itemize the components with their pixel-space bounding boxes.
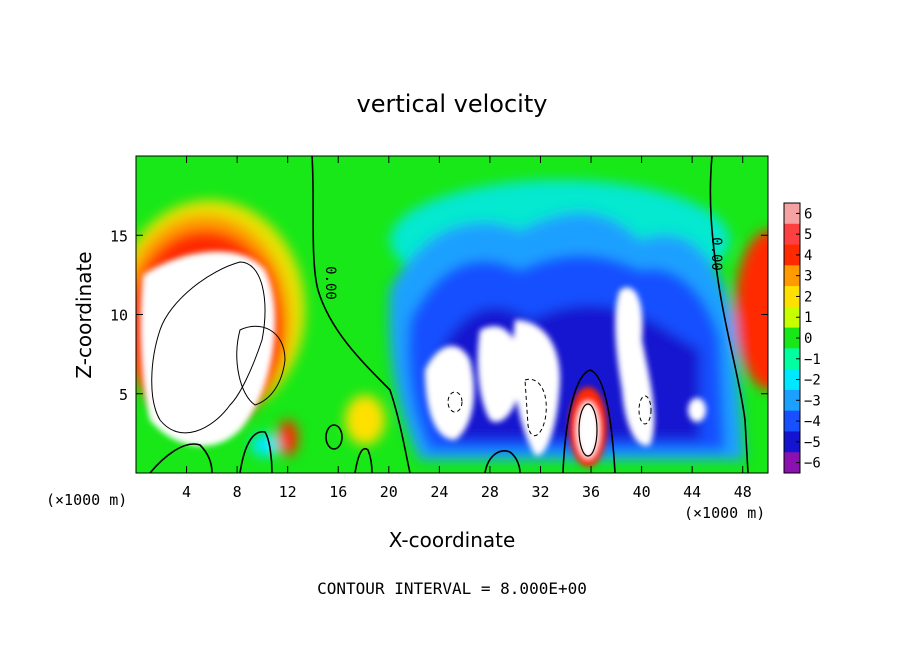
colorbar-swatch — [784, 306, 800, 329]
colorbar-swatch — [784, 265, 800, 287]
colorbar-label: 3 — [804, 269, 812, 285]
colorbar-label: 0 — [804, 331, 812, 347]
x-axis-title: X-coordinate — [389, 528, 516, 552]
colorbar-swatch — [784, 244, 800, 266]
colorbar-label: 6 — [804, 206, 812, 222]
y-tick-label: 10 — [110, 307, 128, 325]
y-tick-label: 5 — [119, 386, 128, 404]
colorbar-label: 2 — [804, 289, 812, 305]
colorbar-swatch — [784, 223, 800, 246]
colorbar-swatch — [784, 369, 800, 391]
colorbar-swatch — [784, 410, 800, 432]
x-tick-label: 12 — [279, 483, 297, 501]
x-tick-label: 24 — [430, 483, 448, 501]
colorbar-swatch — [784, 203, 800, 225]
x-tick-label: 16 — [329, 483, 347, 501]
colorbar-label: 4 — [804, 248, 812, 264]
x-unit-note-right: (×1000 m) — [684, 504, 765, 522]
x-tick-label: 4 — [182, 483, 191, 501]
colorbar-label: −3 — [804, 393, 821, 409]
x-unit-note-left: (×1000 m) — [46, 491, 127, 509]
colorbar-swatch — [784, 452, 800, 474]
colorbar-label: 1 — [804, 310, 812, 326]
colorbar-label: −5 — [804, 435, 821, 451]
colorbar-swatch — [784, 348, 800, 370]
colorbar-swatch — [784, 286, 800, 308]
colorbar: 6 5 4 3 2 1 0 −1 −2 −3 −4 −5 −6 — [783, 202, 821, 474]
contour-label-right: 0.00 — [708, 237, 724, 271]
colorbar-label: 5 — [804, 227, 812, 243]
heatmap-field — [136, 156, 768, 473]
y-tick-label: 15 — [110, 227, 128, 245]
x-tick-label: 48 — [734, 483, 752, 501]
y-axis: 5 10 15 — [110, 227, 768, 404]
contour-label-left: 0.00 — [322, 266, 338, 300]
colorbar-label: −2 — [804, 373, 821, 389]
colorbar-swatch — [784, 327, 800, 349]
x-axis: 4 8 12 16 20 24 28 32 36 40 44 48 — [182, 156, 752, 501]
contour-interval-note: CONTOUR INTERVAL = 8.000E+00 — [317, 579, 587, 598]
y-axis-title: Z-coordinate — [72, 251, 96, 378]
x-tick-label: 28 — [481, 483, 499, 501]
colorbar-swatch — [784, 431, 800, 453]
x-tick-label: 44 — [683, 483, 701, 501]
chart-title: vertical velocity — [357, 90, 548, 118]
x-tick-label: 40 — [633, 483, 651, 501]
colorbar-swatch — [784, 389, 800, 412]
x-tick-label: 32 — [531, 483, 549, 501]
x-tick-label: 20 — [380, 483, 398, 501]
colorbar-label: −4 — [804, 414, 821, 430]
contour-lines — [149, 156, 749, 473]
colorbar-label: −6 — [804, 456, 821, 472]
x-tick-label: 36 — [582, 483, 600, 501]
colorbar-label: −1 — [804, 352, 821, 368]
x-tick-label: 8 — [233, 483, 242, 501]
